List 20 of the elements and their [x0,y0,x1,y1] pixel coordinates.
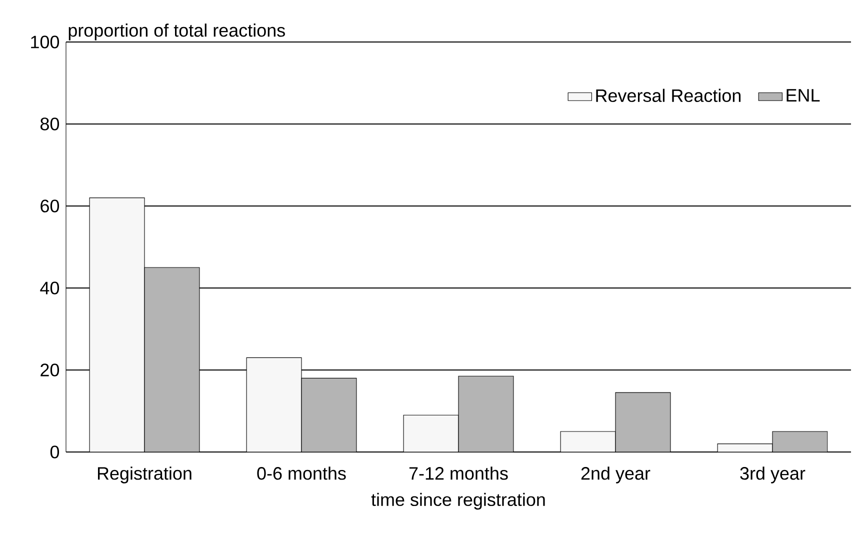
y-tick-label: 20 [40,364,60,376]
legend-label: Reversal Reaction [596,88,740,102]
y-tick-label: 80 [40,118,60,130]
bar [301,378,357,452]
bar [615,392,671,452]
x-tick-label: 7-12 months [409,466,508,480]
y-tick-label: 40 [40,282,60,294]
x-axis-title: time since registration [371,492,545,510]
bar [144,267,200,452]
y-tick-label: 100 [31,36,60,48]
bar [458,376,514,452]
x-tick-label: 2nd year [581,466,650,484]
y-tick-label: 60 [40,200,60,212]
y-axis-title: proportion of total reactions [68,24,285,40]
y-tick-label: 0 [50,446,60,458]
x-tick-label: Registration [98,466,192,484]
x-tick-label: 0-6 months [257,466,346,480]
bar [772,431,828,452]
x-tick-label: 3rd year [740,466,806,484]
legend-label: ENL [786,89,820,102]
